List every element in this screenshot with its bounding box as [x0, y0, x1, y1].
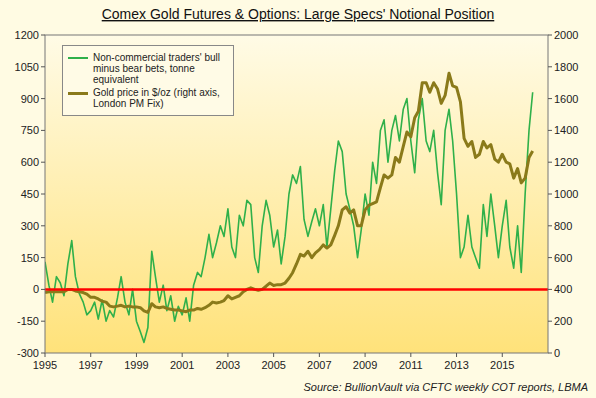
x-tick-label: 1995: [33, 359, 57, 371]
x-tick-label: 1997: [78, 359, 102, 371]
x-tick-label: 2013: [444, 359, 468, 371]
zero-line: [45, 288, 548, 291]
source: Source: BullionVault via CFTC weekly COT…: [304, 381, 588, 393]
legend-label: Non-commercial traders' bull minus bear …: [93, 52, 228, 85]
y-tick-label: 0: [33, 283, 39, 295]
legend-entry: Non-commercial traders' bull minus bear …: [68, 52, 228, 85]
y-tick-label: -150: [17, 315, 39, 327]
legend-entry: Gold price in $/oz (right axis, London P…: [68, 87, 228, 109]
y2-tick: [548, 98, 552, 99]
y2-tick: [548, 194, 552, 195]
y-tick: [41, 257, 45, 258]
y2-tick: [548, 289, 552, 290]
y-tick-label: 1050: [15, 61, 39, 73]
y2-tick-label: 0: [554, 347, 560, 359]
x-tick-label: 2001: [170, 359, 194, 371]
y2-tick: [548, 66, 552, 67]
y2-tick: [548, 225, 552, 226]
x-tick: [136, 353, 137, 357]
x-tick: [410, 353, 411, 357]
y-tick: [41, 353, 45, 354]
plot-frame: [45, 35, 548, 353]
y2-tick-label: 1800: [554, 61, 578, 73]
y2-tick-label: 200: [554, 315, 572, 327]
y2-tick-label: 400: [554, 283, 572, 295]
x-tick: [319, 353, 320, 357]
y-tick: [41, 98, 45, 99]
y-tick: [41, 321, 45, 322]
y-tick: [41, 225, 45, 226]
y-tick: [41, 162, 45, 163]
x-tick: [456, 353, 457, 357]
y2-tick-label: 800: [554, 220, 572, 232]
y-tick-label: 900: [21, 93, 39, 105]
y2-tick-label: 1200: [554, 156, 578, 168]
y2-tick: [548, 321, 552, 322]
chart-wrap: {"chart_data": { "type": "line", "title"…: [0, 0, 596, 398]
y-tick-label: 750: [21, 124, 39, 136]
x-tick: [45, 353, 46, 357]
y2-tick: [548, 130, 552, 131]
y-tick-label: -300: [17, 347, 39, 359]
y-tick-label: 300: [21, 220, 39, 232]
x-tick: [365, 353, 366, 357]
y-tick: [41, 130, 45, 131]
x-tick-label: 1999: [124, 359, 148, 371]
y2-tick-label: 1600: [554, 93, 578, 105]
plot-area: [45, 35, 548, 353]
background: [0, 0, 596, 398]
x-tick: [90, 353, 91, 357]
y-tick-label: 600: [21, 156, 39, 168]
y-tick-label: 450: [21, 188, 39, 200]
y2-tick: [548, 162, 552, 163]
y-tick-label: 1200: [15, 29, 39, 41]
y2-tick: [548, 353, 552, 354]
x-tick: [182, 353, 183, 357]
y2-tick: [548, 35, 552, 36]
legend-swatch: [68, 92, 88, 95]
x-tick-label: 2005: [261, 359, 285, 371]
legend-label: Gold price in $/oz (right axis, London P…: [93, 87, 228, 109]
y2-tick-label: 1000: [554, 188, 578, 200]
legend: Non-commercial traders' bull minus bear …: [62, 45, 234, 116]
x-tick: [502, 353, 503, 357]
y-tick: [41, 66, 45, 67]
y-tick: [41, 289, 45, 290]
y-tick: [41, 194, 45, 195]
x-tick-label: 2003: [216, 359, 240, 371]
x-tick-label: 2007: [307, 359, 331, 371]
y2-tick-label: 1400: [554, 124, 578, 136]
legend-swatch: [68, 57, 88, 59]
x-tick-label: 2011: [399, 359, 423, 371]
y2-tick-label: 2000: [554, 29, 578, 41]
x-tick-label: 2015: [490, 359, 514, 371]
x-tick-label: 2009: [353, 359, 377, 371]
title: Comex Gold Futures & Options: Large Spec…: [102, 6, 495, 22]
y-tick-label: 150: [21, 252, 39, 264]
y2-tick-label: 600: [554, 252, 572, 264]
y-tick: [41, 35, 45, 36]
x-tick: [273, 353, 274, 357]
x-tick: [227, 353, 228, 357]
y2-tick: [548, 257, 552, 258]
